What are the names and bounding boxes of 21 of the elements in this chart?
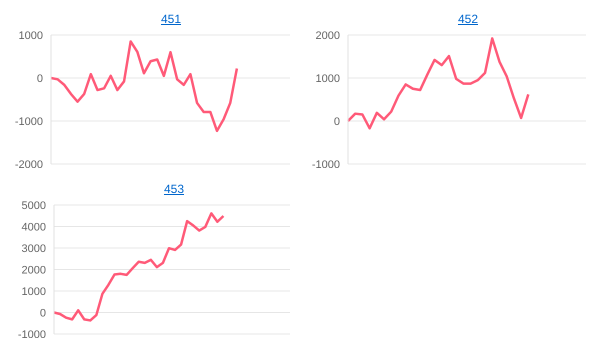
y-tick-label: 0 (334, 116, 340, 128)
y-tick-label: 3000 (22, 242, 46, 255)
y-tick-label: 2000 (22, 264, 46, 276)
y-tick-label: 1000 (22, 286, 46, 298)
chart-title: 451 (160, 12, 182, 26)
line-series (346, 37, 530, 130)
y-tick-label: 0 (36, 72, 43, 85)
line-series (52, 212, 225, 322)
y-tick-label: -1000 (18, 328, 46, 341)
chart-title: 452 (456, 12, 480, 26)
y-tick-label: -1000 (312, 158, 340, 171)
y-tick-label: 2000 (316, 30, 340, 42)
y-tick-label: 1000 (18, 30, 43, 42)
y-tick-label: 1000 (316, 72, 340, 85)
y-tick-label: 5000 (22, 200, 46, 212)
chart-title: 453 (162, 182, 186, 196)
y-tick-label: -2000 (14, 158, 43, 171)
line-series (50, 40, 238, 132)
y-tick-label: -1000 (14, 116, 43, 128)
y-tick-label: 4000 (22, 221, 46, 234)
y-tick-label: 0 (40, 307, 46, 320)
